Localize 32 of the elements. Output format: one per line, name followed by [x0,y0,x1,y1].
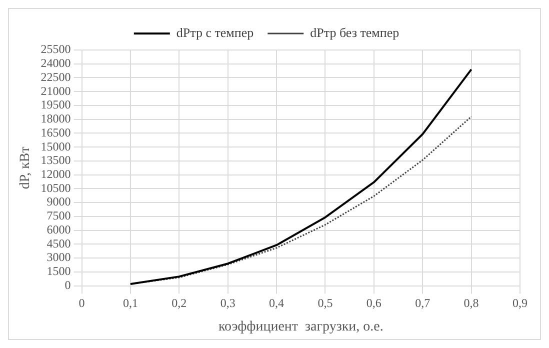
x-tick-label: 0,4 [269,296,284,310]
y-tick-label: 22500 [40,70,71,84]
y-tick-label: 9000 [46,194,71,209]
x-tick-label: 0,3 [220,296,236,310]
x-tick-label: 0,1 [122,296,138,310]
x-tick-label: 0,9 [512,296,528,310]
y-axis-title: dP, кВт [18,146,34,190]
y-tick-label: 18000 [40,112,71,126]
y-tick-label: 0 [64,278,71,292]
y-tick-label: 12000 [40,166,71,181]
legend-label: dPтр без темпер [310,24,400,40]
y-tick-label: 21000 [40,84,71,98]
legend-label: dPтр с темпер [176,24,254,40]
y-tick-label: 19500 [40,98,71,112]
x-axis-title: коэффициент загрузки, о.е. [218,319,384,334]
y-tick-label: 25500 [40,42,71,56]
y-tick-label: 3000 [46,250,71,264]
y-tick-label: 6000 [46,222,71,236]
x-tick-label: 0,8 [464,296,479,310]
y-tick-label: 24000 [40,56,71,70]
y-tick-label: 1500 [46,264,71,278]
y-tick-label: 16500 [40,125,71,140]
x-tick-label: 0,6 [366,296,382,310]
y-tick-label: 15000 [40,139,71,154]
x-tick-label: 0,2 [172,296,187,310]
y-tick-label: 7500 [46,208,71,223]
x-tick-label: 0 [78,296,85,310]
x-tick-label: 0,7 [415,296,430,310]
x-tick-label: 0,5 [318,296,333,310]
y-tick-label: 13500 [40,153,71,168]
y-tick-label: 10500 [40,180,71,195]
y-tick-label: 4500 [46,236,71,250]
